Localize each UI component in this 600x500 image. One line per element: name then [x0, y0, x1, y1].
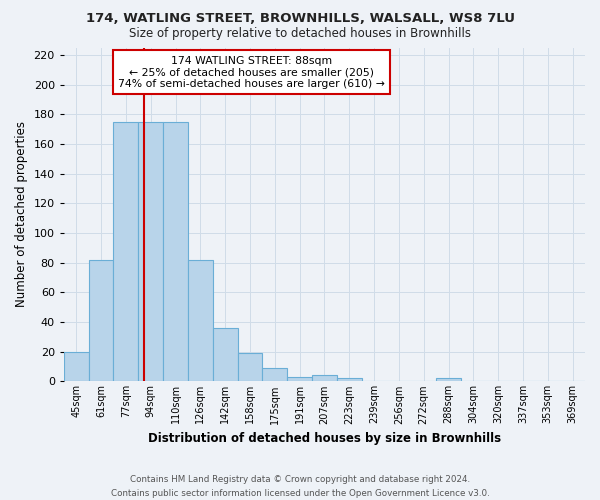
Bar	[64, 352, 89, 382]
Text: Size of property relative to detached houses in Brownhills: Size of property relative to detached ho…	[129, 28, 471, 40]
Bar	[262, 368, 287, 382]
Text: Contains HM Land Registry data © Crown copyright and database right 2024.
Contai: Contains HM Land Registry data © Crown c…	[110, 476, 490, 498]
X-axis label: Distribution of detached houses by size in Brownhills: Distribution of detached houses by size …	[148, 432, 501, 445]
Bar	[337, 378, 362, 382]
Bar	[287, 377, 312, 382]
Bar	[436, 378, 461, 382]
Bar	[138, 122, 163, 382]
Bar	[213, 328, 238, 382]
Y-axis label: Number of detached properties: Number of detached properties	[15, 122, 28, 308]
Text: 174 WATLING STREET: 88sqm
← 25% of detached houses are smaller (205)
74% of semi: 174 WATLING STREET: 88sqm ← 25% of detac…	[118, 56, 385, 89]
Text: 174, WATLING STREET, BROWNHILLS, WALSALL, WS8 7LU: 174, WATLING STREET, BROWNHILLS, WALSALL…	[86, 12, 515, 26]
Bar	[188, 260, 213, 382]
Bar	[238, 353, 262, 382]
Bar	[89, 260, 113, 382]
Bar	[113, 122, 138, 382]
Bar	[312, 376, 337, 382]
Bar	[163, 122, 188, 382]
